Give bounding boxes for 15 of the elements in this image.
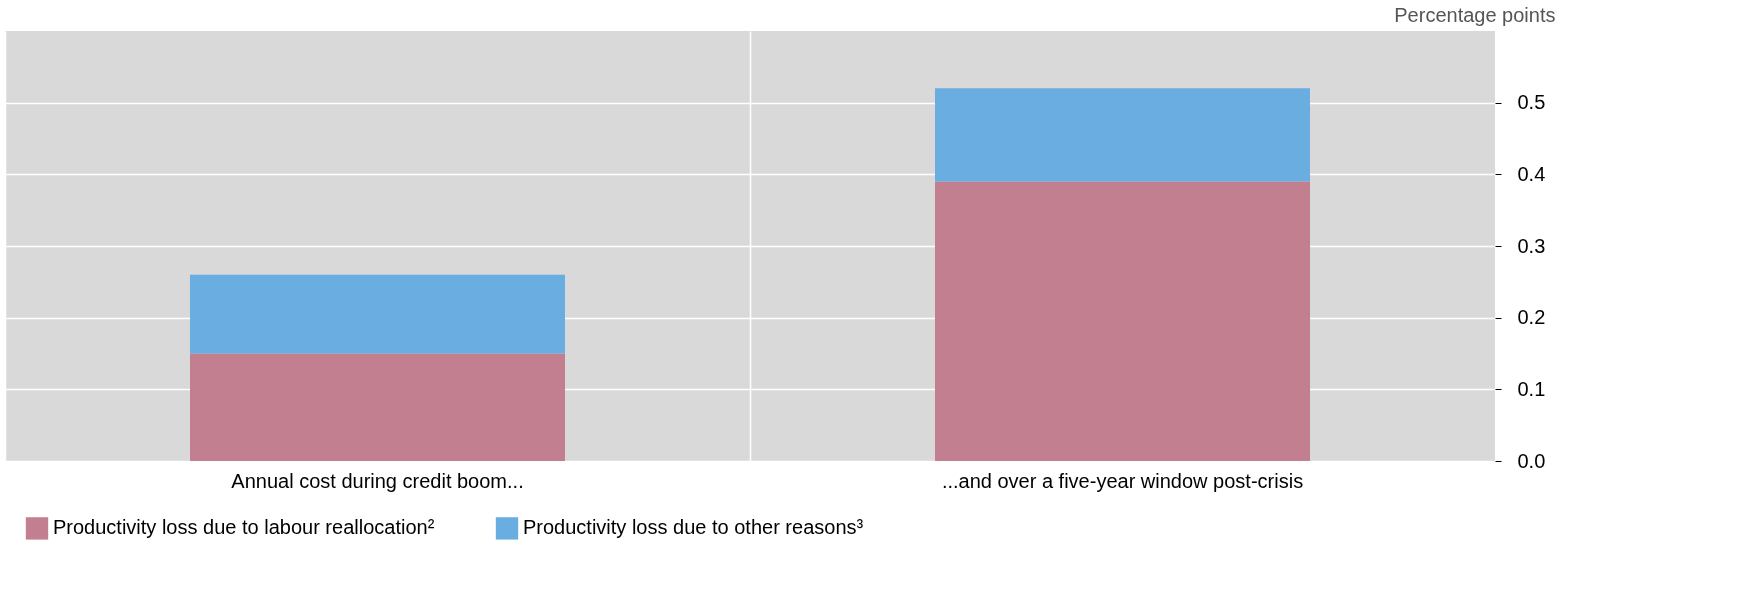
bar [935, 88, 1310, 182]
y-axis-title: Percentage points [1394, 3, 1556, 26]
y-tick-label: 0.4 [1517, 162, 1546, 185]
legend-label: Productivity loss due to labour reallocation² [53, 516, 435, 539]
bar [190, 274, 565, 354]
bar [190, 353, 565, 461]
bar [935, 181, 1310, 461]
y-tick-label: 0.2 [1517, 306, 1546, 329]
x-tick-label: Annual cost during credit boom... [231, 469, 524, 492]
y-tick-label: 0.0 [1517, 449, 1546, 472]
legend-label: Productivity loss due to other reasons³ [523, 516, 864, 539]
x-tick-label: ...and over a five-year window post-crisis [941, 469, 1304, 492]
y-tick-label: 0.3 [1517, 234, 1546, 257]
y-tick-label: 0.5 [1517, 91, 1546, 114]
y-tick-label: 0.1 [1517, 377, 1546, 400]
